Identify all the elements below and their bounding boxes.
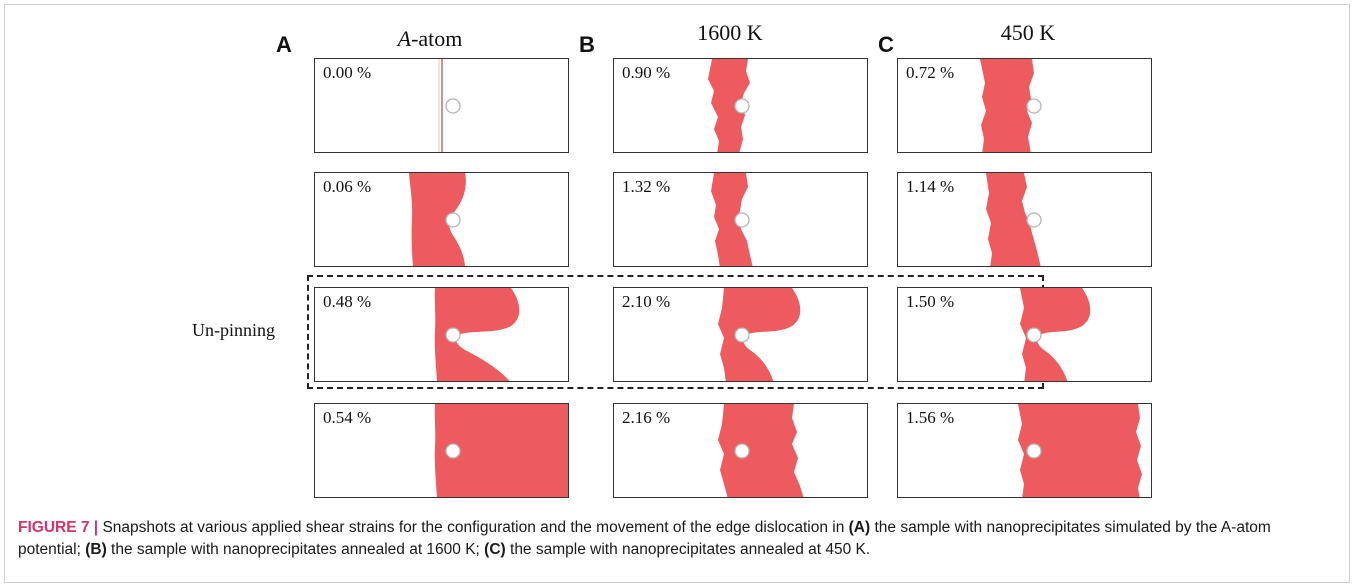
column-letter-c: C bbox=[878, 32, 894, 57]
snapshot-b-3-image bbox=[718, 404, 804, 497]
column-title-a-italic: A bbox=[397, 26, 412, 51]
strain-label: 0.06 % bbox=[323, 177, 372, 196]
snapshot-a-1-image bbox=[409, 173, 466, 266]
strain-label: 2.10 % bbox=[622, 292, 671, 311]
caption-text: the sample with nanoprecipitates anneale… bbox=[505, 541, 871, 558]
column-letter-a: A bbox=[276, 32, 292, 57]
strain-label: 1.32 % bbox=[622, 177, 671, 196]
snapshot-c-0-image bbox=[980, 59, 1042, 152]
strain-label: 0.48 % bbox=[323, 292, 372, 311]
snapshot-c-1-image bbox=[986, 173, 1042, 266]
strain-label: 1.56 % bbox=[906, 408, 955, 427]
caption-text: the sample with nanoprecipitates simulat… bbox=[18, 519, 1271, 558]
strain-label: 1.50 % bbox=[906, 292, 955, 311]
caption-figure-label: FIGURE 7 | bbox=[18, 519, 99, 536]
snapshot-panel: 1.32 % bbox=[613, 172, 868, 267]
snapshot-panel: 0.72 % bbox=[897, 58, 1152, 153]
caption-ref-c: (C) bbox=[484, 541, 506, 558]
column-title-a-rest: -atom bbox=[411, 26, 463, 51]
column-title-c-rest: 450 K bbox=[1000, 20, 1056, 45]
snapshot-panel: 0.48 % bbox=[314, 287, 569, 382]
snapshot-panel: 0.00 % bbox=[314, 58, 569, 153]
snapshot-panel: 1.50 % bbox=[897, 287, 1152, 382]
strain-label: 0.72 % bbox=[906, 63, 955, 82]
strain-label: 1.14 % bbox=[906, 177, 955, 196]
strain-label: 0.54 % bbox=[323, 408, 372, 427]
column-title-c: 450 K bbox=[928, 20, 1128, 46]
snapshot-b-1-image bbox=[711, 173, 753, 266]
snapshot-a-0-image bbox=[438, 59, 461, 152]
column-title-a: A-atom bbox=[330, 26, 530, 52]
column-letter-b: B bbox=[579, 32, 595, 57]
snapshot-c-2-image bbox=[1020, 288, 1091, 381]
column-title-b: 1600 K bbox=[630, 20, 830, 46]
snapshot-b-0-image bbox=[708, 59, 750, 152]
figure-caption: FIGURE 7 | Snapshots at various applied … bbox=[18, 517, 1338, 561]
strain-label: 0.90 % bbox=[622, 63, 671, 82]
snapshot-c-3-image bbox=[1018, 404, 1142, 497]
snapshot-a-3-image bbox=[434, 404, 568, 497]
snapshot-panel: 0.54 % bbox=[314, 403, 569, 498]
snapshot-panel: 1.14 % bbox=[897, 172, 1152, 267]
snapshot-a-2-image bbox=[434, 288, 520, 381]
caption-text: Snapshots at various applied shear strai… bbox=[98, 519, 849, 536]
snapshot-panel: 2.16 % bbox=[613, 403, 868, 498]
snapshot-panel: 0.90 % bbox=[613, 58, 868, 153]
caption-ref-b: (B) bbox=[85, 541, 107, 558]
snapshot-b-2-image bbox=[718, 288, 801, 381]
caption-text: the sample with nanoprecipitates anneale… bbox=[106, 541, 485, 558]
strain-label: 2.16 % bbox=[622, 408, 671, 427]
snapshot-panel: 0.06 % bbox=[314, 172, 569, 267]
unpinning-label: Un-pinning bbox=[192, 320, 275, 340]
column-title-b-rest: 1600 K bbox=[697, 20, 763, 45]
snapshot-panel: 1.56 % bbox=[897, 403, 1152, 498]
caption-ref-a: (A) bbox=[848, 519, 871, 536]
strain-label: 0.00 % bbox=[323, 63, 372, 82]
snapshot-panel: 2.10 % bbox=[613, 287, 868, 382]
